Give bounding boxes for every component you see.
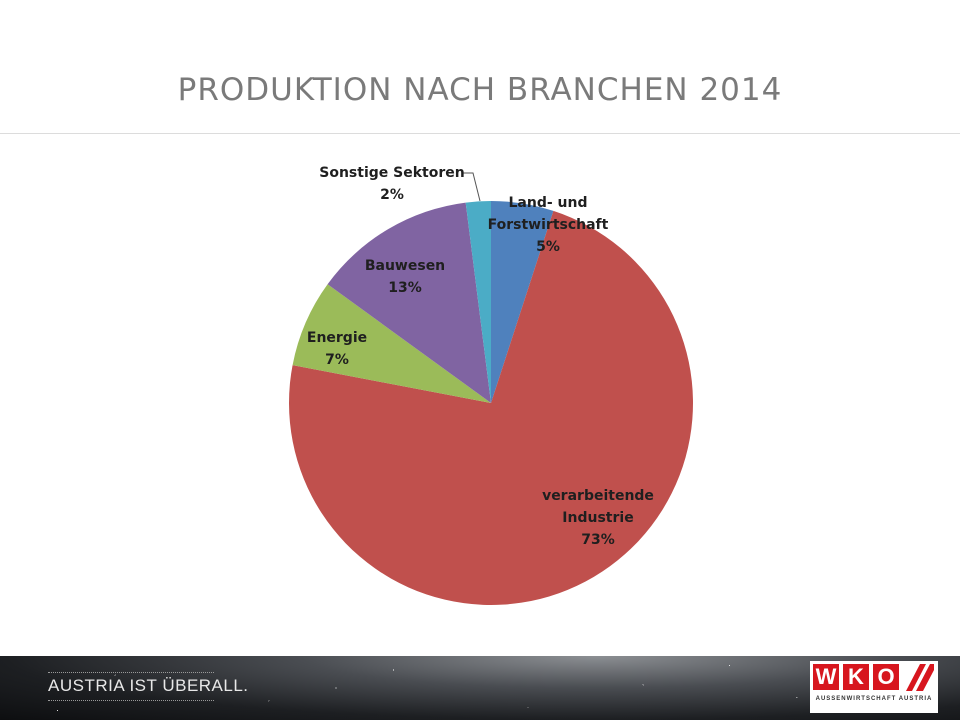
pie-chart: Land- und Forstwirtschaft 5% verarbeitende I…: [289, 165, 694, 606]
title-divider: [0, 133, 960, 134]
leader-line-sonstige: [462, 172, 481, 202]
label-name-line: Industrie: [562, 510, 633, 526]
label-sonstige-sektoren: Sonstige Sektoren 2%: [319, 165, 464, 203]
label-name-line: Forstwirtschaft: [488, 217, 609, 233]
footer-bar: AUSTRIA IST ÜBERALL. W K O AUSSENWIRTSCH…: [0, 656, 960, 720]
label-percent: 13%: [388, 280, 422, 296]
slice-sonstige-sektoren: [465, 201, 491, 403]
slice-energie: [292, 284, 491, 403]
label-name-line: Sonstige Sektoren: [319, 165, 464, 181]
label-energie: Energie 7%: [307, 330, 367, 368]
slice-land-forstwirtschaft: [491, 201, 554, 403]
label-name-line: Energie: [307, 330, 367, 346]
slice-bauwesen: [327, 202, 491, 403]
logo-mark-icon: [906, 664, 934, 691]
tagline-rule-top: [48, 672, 214, 673]
label-percent: 2%: [380, 187, 404, 203]
label-bauwesen: Bauwesen 13%: [365, 258, 445, 296]
label-land-forstwirtschaft: Land- und Forstwirtschaft 5%: [488, 195, 609, 255]
slide-title: PRODUKTION NACH BRANCHEN 2014: [177, 72, 783, 108]
slice-verarbeitende-industrie: [289, 210, 694, 606]
label-percent: 73%: [581, 532, 615, 548]
logo-letter-w: W: [813, 664, 839, 690]
label-name-line: Bauwesen: [365, 258, 445, 274]
label-verarbeitende-industrie: verarbeitende Industrie 73%: [542, 488, 654, 548]
logo-letter-k: K: [843, 664, 869, 690]
logo-subtext: AUSSENWIRTSCHAFT AUSTRIA: [815, 696, 933, 702]
label-name-line: Land- und: [509, 195, 588, 211]
label-name-line: verarbeitende: [542, 488, 654, 504]
starfield-background: [0, 656, 960, 720]
wko-logo: W K O AUSSENWIRTSCHAFT AUSTRIA: [810, 661, 938, 713]
footer-tagline: AUSTRIA IST ÜBERALL.: [48, 676, 249, 695]
label-percent: 7%: [325, 352, 349, 368]
label-percent: 5%: [536, 239, 560, 255]
tagline-rule-bottom: [48, 700, 214, 701]
logo-letter-o: O: [873, 664, 899, 690]
